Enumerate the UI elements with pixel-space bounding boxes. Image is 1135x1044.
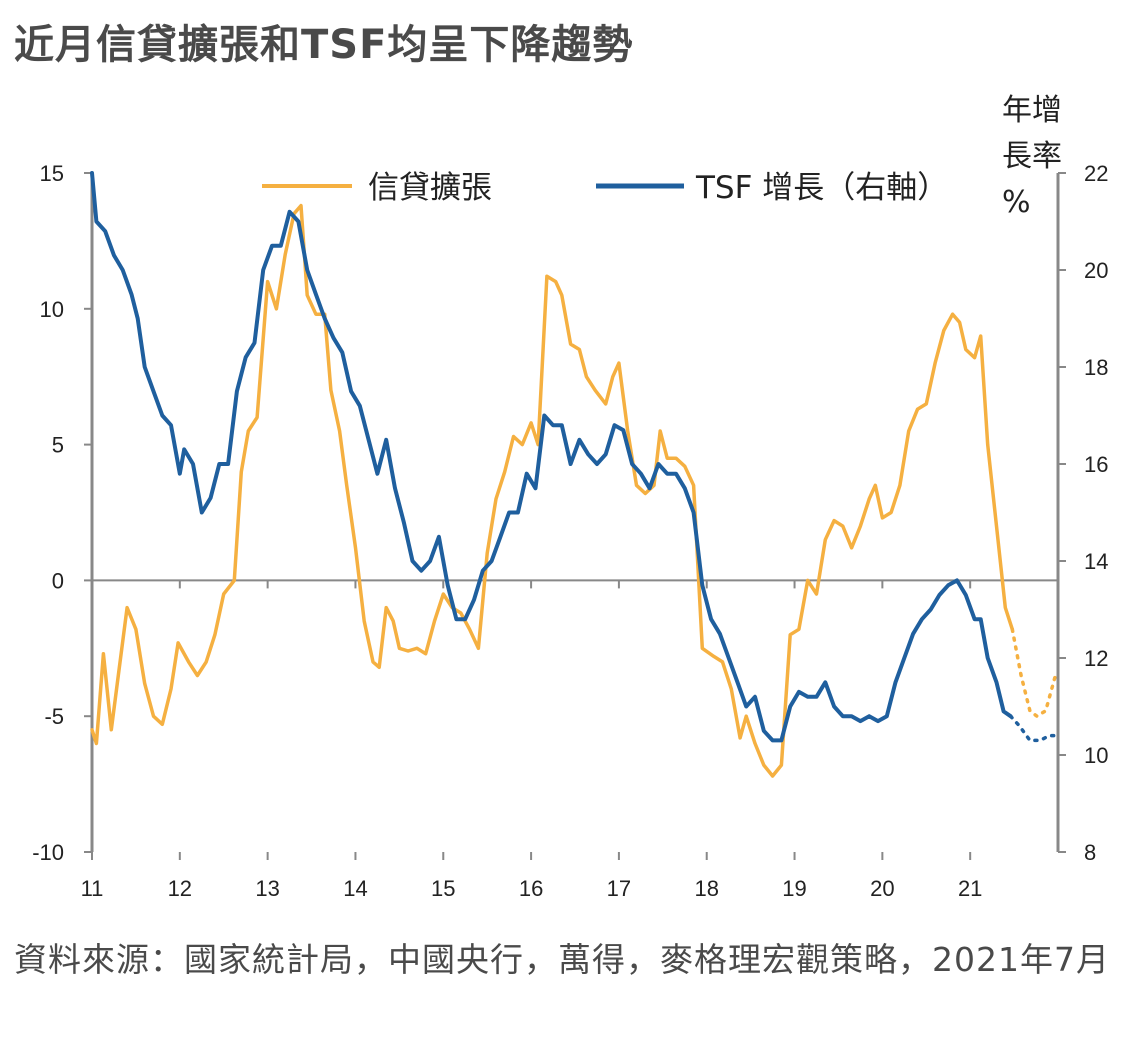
x-tick-label-14: 14 <box>343 876 367 901</box>
y-right-tick-label-18: 18 <box>1084 355 1108 380</box>
y-left-tick-label-0: 0 <box>52 568 64 593</box>
x-tick-label-19: 19 <box>782 876 806 901</box>
right-axis-unit-line2: 長率 <box>1002 139 1062 174</box>
legend: 信貸擴張 TSF 增長（右軸） <box>262 170 948 206</box>
y-left-tick-label-5: 5 <box>52 433 64 458</box>
x-tick-label-15: 15 <box>431 876 455 901</box>
x-tick-label-17: 17 <box>607 876 631 901</box>
axes-group <box>84 172 1066 860</box>
x-tick-label-20: 20 <box>870 876 894 901</box>
y-left-tick-label-15: 15 <box>40 161 64 186</box>
y-right-tick-label-20: 20 <box>1084 258 1108 283</box>
right-axis-unit: 年增 長率 % <box>1002 93 1062 220</box>
tick-labels-group: 11 12 13 14 15 16 17 18 19 20 21 15 10 5 0 -5 -10 22 20 18 1… <box>32 161 1108 901</box>
x-tick-label-13: 13 <box>255 876 279 901</box>
x-tick-label-11: 11 <box>81 876 104 901</box>
y-right-tick-label-22: 22 <box>1084 161 1108 186</box>
right-axis-unit-line3: % <box>1002 185 1031 220</box>
y-right-tick-label-12: 12 <box>1084 646 1108 671</box>
right-axis-unit-line1: 年增 <box>1002 93 1062 128</box>
source-note: 資料來源：國家統計局，中國央行，萬得，麥格理宏觀策略，2021年7月 <box>14 940 1110 979</box>
series-line-tsf <box>90 171 1013 743</box>
y-right-tick-label-16: 16 <box>1084 452 1108 477</box>
series-forecast-tsf <box>1008 714 1058 743</box>
chart-title: 近月信貸擴張和TSF均呈下降趨勢 <box>14 22 634 68</box>
y-right-tick-label-8: 8 <box>1084 840 1096 865</box>
x-tick-label-18: 18 <box>694 876 718 901</box>
line-chart: 11 12 13 14 15 16 17 18 19 20 21 15 10 5 0 -5 -10 22 20 18 1… <box>32 93 1108 901</box>
x-tick-label-16: 16 <box>519 876 543 901</box>
series-line-credit <box>90 203 1015 778</box>
y-left-tick-label--10: -10 <box>32 840 64 865</box>
y-left-tick-label--5: -5 <box>44 704 64 729</box>
x-tick-label-21: 21 <box>958 876 982 901</box>
y-right-tick-label-14: 14 <box>1084 549 1108 574</box>
x-tick-label-12: 12 <box>168 876 192 901</box>
y-right-tick-label-10: 10 <box>1084 743 1108 768</box>
series-group <box>90 171 1058 778</box>
legend-label-tsf: TSF 增長（右軸） <box>695 170 948 206</box>
series-forecast-credit <box>1010 627 1058 719</box>
legend-label-credit: 信貸擴張 <box>368 170 492 206</box>
y-left-tick-label-10: 10 <box>40 297 64 322</box>
